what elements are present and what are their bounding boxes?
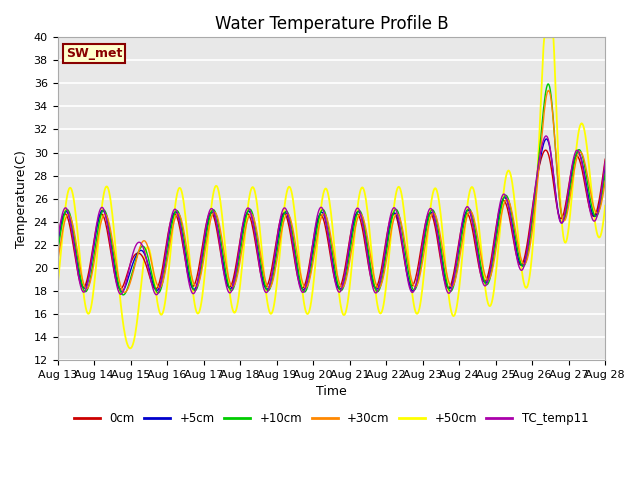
+30cm [121, 289, 129, 295]
+30cm [399, 227, 406, 232]
TC_temp11 [205, 209, 213, 215]
TC_temp11 [542, 133, 550, 139]
+50cm [602, 203, 609, 208]
+30cm [54, 259, 61, 264]
0cm [120, 281, 127, 287]
+30cm [602, 178, 609, 184]
+30cm [545, 87, 553, 93]
0cm [205, 211, 213, 217]
Line: +30cm: +30cm [58, 90, 605, 292]
+50cm [399, 197, 406, 203]
+50cm [177, 185, 184, 191]
Title: Water Temperature Profile B: Water Temperature Profile B [214, 15, 448, 33]
TC_temp11 [153, 292, 161, 298]
+50cm [205, 225, 213, 230]
+10cm [54, 251, 61, 256]
+5cm [121, 286, 129, 291]
TC_temp11 [399, 242, 406, 248]
Text: SW_met: SW_met [66, 47, 122, 60]
0cm [399, 246, 406, 252]
+30cm [63, 212, 71, 218]
+5cm [415, 271, 422, 277]
+10cm [63, 207, 71, 213]
Line: 0cm: 0cm [58, 150, 605, 289]
TC_temp11 [602, 158, 609, 164]
0cm [54, 237, 61, 243]
+5cm [177, 220, 184, 226]
+10cm [119, 292, 127, 298]
0cm [63, 214, 71, 220]
+10cm [415, 276, 422, 282]
Line: +5cm: +5cm [58, 139, 605, 291]
+50cm [120, 325, 127, 331]
+30cm [205, 224, 213, 229]
0cm [152, 286, 159, 292]
+10cm [177, 214, 184, 220]
+10cm [121, 291, 129, 297]
TC_temp11 [120, 287, 127, 293]
+10cm [544, 81, 552, 87]
+10cm [602, 170, 609, 176]
X-axis label: Time: Time [316, 385, 347, 398]
TC_temp11 [63, 207, 71, 213]
0cm [602, 156, 609, 162]
Y-axis label: Temperature(C): Temperature(C) [15, 150, 28, 248]
+5cm [399, 241, 406, 247]
+5cm [54, 243, 61, 249]
+10cm [205, 216, 213, 222]
+5cm [602, 163, 609, 168]
+30cm [120, 289, 127, 295]
+50cm [540, 35, 548, 40]
Line: +10cm: +10cm [58, 84, 605, 295]
+50cm [126, 346, 134, 351]
TC_temp11 [54, 239, 61, 245]
+10cm [399, 230, 406, 236]
+50cm [415, 309, 422, 314]
+5cm [205, 214, 213, 220]
Legend: 0cm, +5cm, +10cm, +30cm, +50cm, TC_temp11: 0cm, +5cm, +10cm, +30cm, +50cm, TC_temp1… [70, 408, 593, 430]
TC_temp11 [177, 222, 184, 228]
Line: +50cm: +50cm [58, 37, 605, 348]
+30cm [415, 278, 422, 284]
Line: TC_temp11: TC_temp11 [58, 136, 605, 295]
+5cm [118, 288, 125, 294]
TC_temp11 [415, 268, 422, 274]
+30cm [177, 214, 184, 219]
0cm [177, 227, 184, 233]
0cm [415, 261, 422, 266]
+50cm [54, 283, 61, 289]
+50cm [63, 192, 71, 197]
+5cm [543, 136, 550, 142]
+5cm [63, 210, 71, 216]
0cm [542, 147, 550, 153]
